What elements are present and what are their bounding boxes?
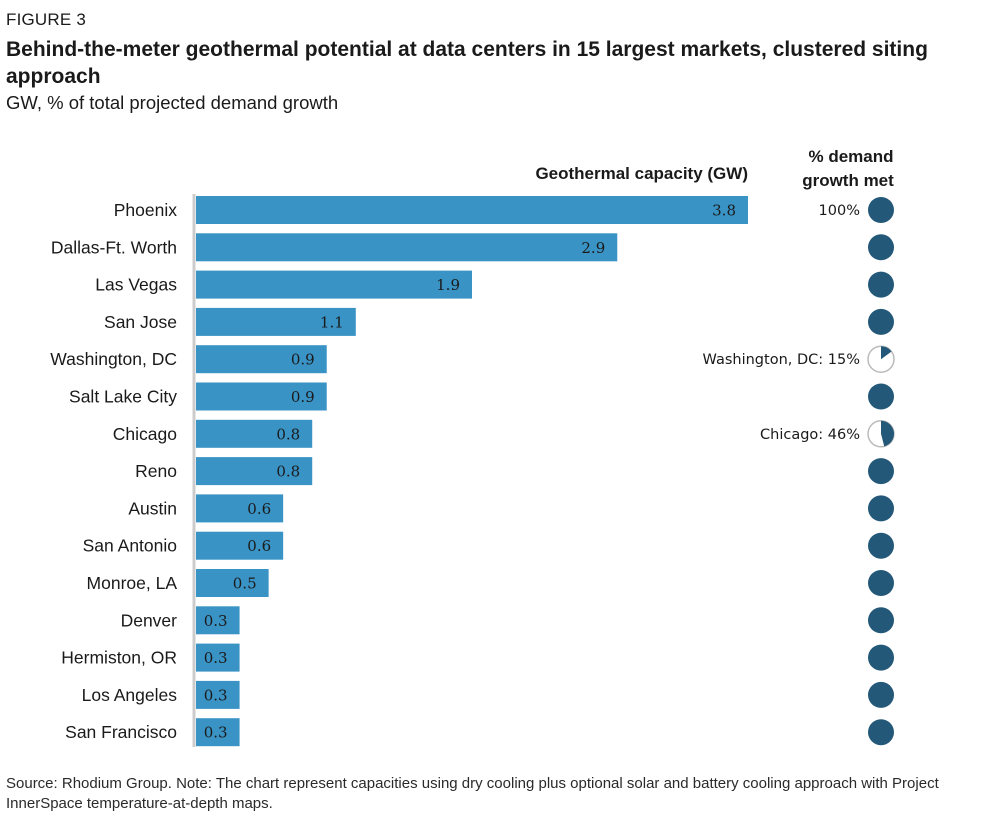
- pct-header-line2: growth met: [802, 171, 894, 190]
- category-label: Monroe, LA: [87, 573, 178, 593]
- category-label: Denver: [121, 610, 178, 630]
- bar: [196, 643, 240, 672]
- category-label: Reno: [135, 461, 177, 481]
- bar: [196, 233, 618, 262]
- value-label: 3.8: [712, 202, 736, 220]
- category-label: Salt Lake City: [69, 387, 177, 407]
- pct-circle: [868, 607, 894, 634]
- value-label: 0.6: [247, 537, 271, 555]
- pct-label: Chicago: 46%: [760, 427, 860, 443]
- pct-circle: [868, 271, 894, 298]
- category-label: San Jose: [104, 312, 177, 332]
- category-label: San Francisco: [65, 722, 177, 742]
- category-label: San Antonio: [83, 536, 177, 556]
- pct-circle: [868, 681, 894, 708]
- value-label: 0.6: [247, 500, 271, 518]
- value-label: 0.5: [233, 575, 257, 593]
- bar: [196, 569, 269, 597]
- category-label: Las Vegas: [95, 275, 177, 295]
- bar: [196, 457, 313, 486]
- pct-circle: [868, 570, 894, 596]
- bar: [196, 382, 327, 411]
- value-label: 1.9: [436, 276, 460, 294]
- value-label: 0.9: [291, 351, 315, 369]
- category-label: Chicago: [113, 424, 177, 444]
- pct-circle: [868, 644, 894, 671]
- pct-circle: [868, 383, 894, 410]
- category-label: Washington, DC: [50, 349, 177, 369]
- bar: [196, 345, 327, 374]
- pct-circle: [868, 719, 894, 746]
- category-label: Los Angeles: [82, 685, 178, 705]
- bar: [196, 307, 356, 336]
- bar: [196, 270, 472, 299]
- pct-circle: [868, 458, 894, 485]
- value-label: 0.9: [291, 388, 315, 406]
- pct-label: 100%: [819, 203, 860, 219]
- value-label: 0.8: [276, 463, 300, 481]
- bar: [196, 718, 240, 747]
- pct-circle: [868, 495, 894, 522]
- category-label: Hermiston, OR: [61, 648, 177, 668]
- bar: [196, 531, 284, 560]
- pct-header-line1: % demand: [808, 147, 893, 166]
- chart-title: Behind-the-meter geothermal potential at…: [6, 38, 928, 88]
- value-label: 0.3: [204, 649, 228, 667]
- value-label: 2.9: [581, 239, 605, 257]
- figure-label: FIGURE 3: [6, 10, 87, 29]
- pct-label: Washington, DC: 15%: [703, 352, 860, 368]
- value-label: 0.8: [276, 425, 300, 443]
- value-label: 0.3: [204, 612, 228, 630]
- category-label: Phoenix: [114, 200, 177, 220]
- bar: [196, 494, 284, 523]
- pct-circle: [868, 197, 894, 223]
- pct-circle: [868, 308, 894, 335]
- bar: [196, 419, 313, 448]
- source-note: Source: Rhodium Group. Note: The chart r…: [6, 775, 939, 812]
- bar: [196, 680, 240, 709]
- category-label: Dallas-Ft. Worth: [51, 237, 177, 257]
- value-label: 0.3: [204, 724, 228, 742]
- value-label: 0.3: [204, 686, 228, 704]
- bar: [196, 606, 240, 635]
- pct-circle: [868, 234, 894, 261]
- value-label: 1.1: [320, 313, 344, 331]
- pct-circle: [868, 532, 894, 559]
- category-label: Austin: [128, 498, 177, 518]
- chart-subtitle: GW, % of total projected demand growth: [6, 92, 339, 113]
- bar: [196, 196, 748, 224]
- pct-wedge: [881, 420, 894, 447]
- value-header: Geothermal capacity (GW): [535, 164, 748, 183]
- pct-wedge: [881, 346, 892, 360]
